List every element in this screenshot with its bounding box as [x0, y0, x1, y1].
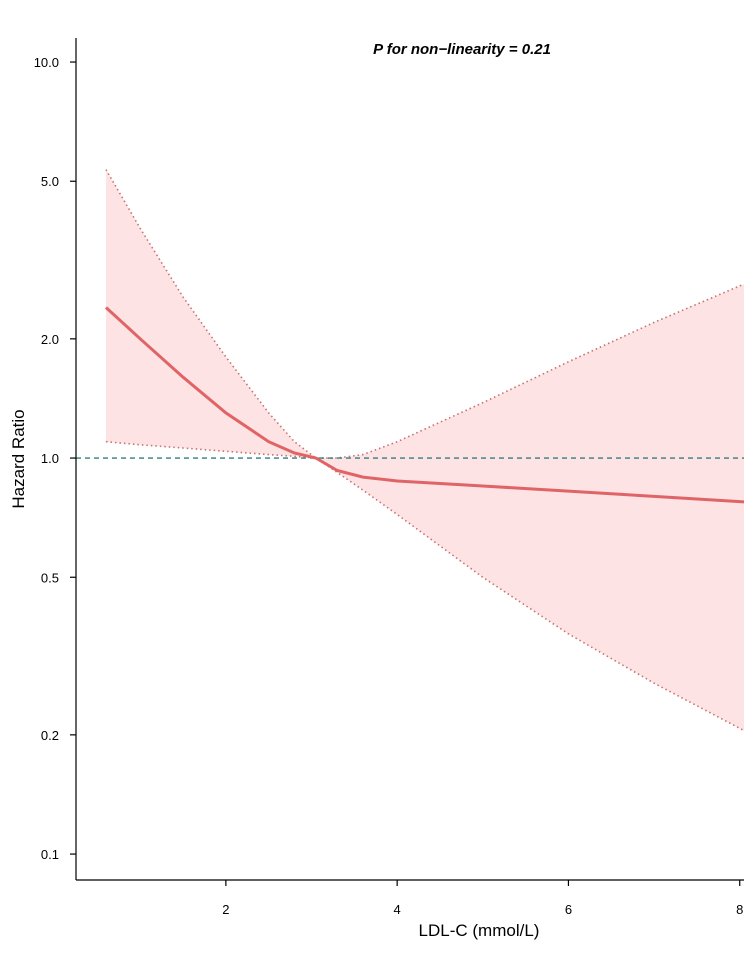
y-tick-label: 0.2 [41, 728, 59, 743]
x-tick-label: 6 [565, 902, 572, 917]
y-tick-label: 5.0 [41, 174, 59, 189]
plot-area [76, 169, 744, 732]
y-tick-label: 10.0 [34, 55, 59, 70]
x-tick-label: 2 [222, 902, 229, 917]
y-axis-ticks: 0.1 0.2 0.5 1.0 2.0 5.0 10.0 [34, 55, 76, 862]
x-axis-title: LDL-C (mmol/L) [419, 921, 540, 940]
ci-upper-bound-line [105, 169, 744, 459]
x-axis-ticks: 2 4 6 8 [222, 880, 743, 917]
hazard-ratio-curve [104, 306, 744, 504]
x-tick-label: 8 [736, 902, 743, 917]
confidence-band [106, 169, 744, 731]
y-tick-label: 0.1 [41, 847, 59, 862]
y-tick-label: 1.0 [41, 451, 59, 466]
y-axis-title: Hazard Ratio [9, 409, 28, 508]
nonlinearity-annotation: P for non−linearity = 0.21 [373, 41, 551, 58]
x-tick-label: 4 [394, 902, 401, 917]
y-tick-label: 0.5 [41, 570, 59, 585]
y-tick-label: 2.0 [41, 332, 59, 347]
